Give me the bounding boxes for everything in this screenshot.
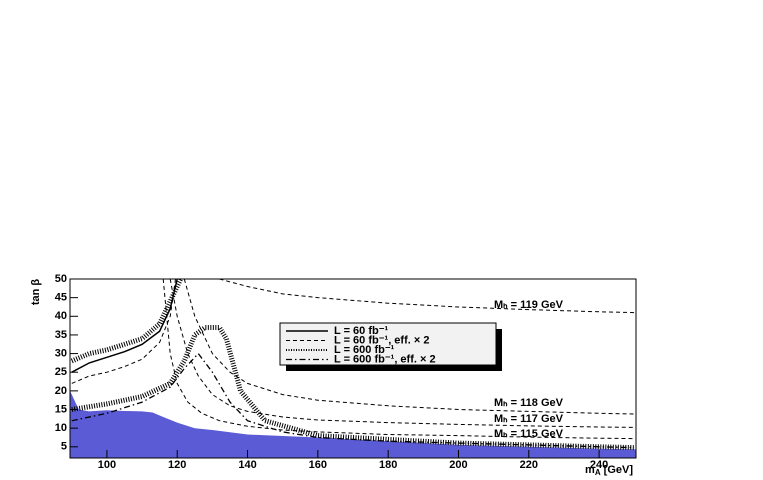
x-tick-label: 120: [168, 459, 186, 471]
x-tick-label: 240: [590, 459, 608, 471]
y-tick-label: 35: [55, 329, 67, 341]
y-tick-label: 10: [55, 422, 67, 434]
x-axis-label-part: [GeV]: [601, 464, 634, 476]
x-tick-label: 180: [379, 459, 397, 471]
x-axis-label: mA [GeV]: [585, 464, 633, 477]
contour-line: [219, 278, 635, 314]
plot-frame: [69, 278, 637, 459]
x-tick-label: 140: [238, 459, 256, 471]
legend-label: L = 60 fb⁻¹: [334, 325, 389, 337]
contour-label: Mₕ = 115 GeV: [494, 428, 564, 440]
y-tick-label: 5: [61, 441, 67, 453]
legend-label: L = 60 fb⁻¹, eff. × 2: [334, 334, 429, 346]
exclusion-curve: [71, 278, 178, 373]
x-axis-label-part: A: [595, 468, 601, 477]
y-tick-label: 15: [55, 403, 67, 415]
contour-line: [162, 278, 635, 440]
legend-label: L = 600 fb⁻¹: [334, 344, 395, 356]
exclusion-curve: [70, 277, 183, 364]
contour-line: [183, 278, 635, 415]
y-tick-label: 40: [55, 310, 67, 322]
x-tick-label: 100: [98, 459, 116, 471]
contour-label: Mₕ = 118 GeV: [494, 397, 564, 409]
y-tick-label: 25: [55, 366, 67, 378]
x-tick-label: 200: [449, 459, 467, 471]
contour-line: [169, 278, 635, 428]
x-axis-label-part: m: [585, 464, 595, 476]
x-tick-label: 160: [309, 459, 327, 471]
exclusion-curve: [71, 352, 635, 449]
y-tick-label: 20: [55, 385, 67, 397]
y-axis-label: tan β: [30, 279, 42, 306]
x-tick-label: 220: [520, 459, 538, 471]
legend-label: L = 600 fb⁻¹, eff. × 2: [334, 353, 436, 365]
excluded-region: [70, 390, 636, 458]
y-tick-label: 45: [55, 292, 67, 304]
y-tick-label: 30: [55, 347, 67, 359]
y-tick-label: 50: [55, 273, 67, 285]
legend-box: [279, 322, 497, 366]
contour-label: Mₕ = 119 GeV: [494, 299, 564, 311]
contour-label: Mₕ = 117 GeV: [494, 413, 564, 425]
exclusion-curve: [71, 278, 176, 384]
